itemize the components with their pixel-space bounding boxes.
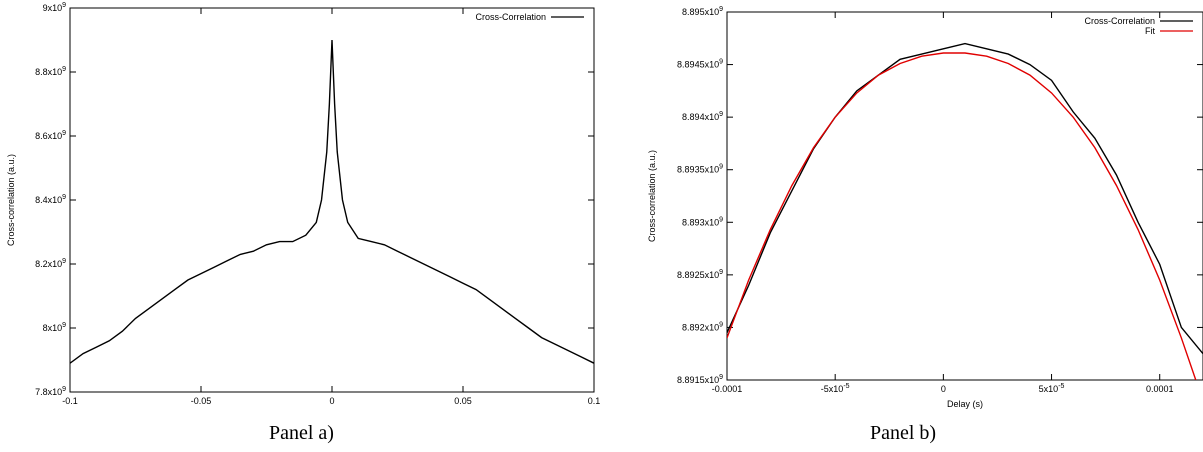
y-tick-label: 9x109 xyxy=(43,2,67,13)
plot-frame xyxy=(726,11,1203,381)
chart-a-svg: 7.8x109 8x109 8.2x109 8.4x109 8.6x109 8.8x109… xyxy=(6,2,601,406)
x-tick-label: 5x10-5 xyxy=(1039,383,1065,394)
x-tick-label: -0.1 xyxy=(62,396,78,406)
chart-panel-a: 7.8x109 8x109 8.2x109 8.4x109 8.6x109 8.8x109… xyxy=(6,2,601,406)
y-tick-label: 8x109 xyxy=(43,322,67,333)
series-line-fit xyxy=(727,52,1197,380)
y-tick-label: 8.6x109 xyxy=(35,130,66,141)
y-tick-label: 8.8915x109 xyxy=(677,374,723,385)
legend-label: Cross-Correlation xyxy=(475,12,546,22)
y-tick-label: 8.2x109 xyxy=(35,258,66,269)
caption-panel-b: Panel b) xyxy=(869,422,937,444)
legend-label: Cross-Correlation xyxy=(1084,16,1155,26)
y-tick-label: 8.8945x109 xyxy=(677,59,723,70)
y-tick-label: 8.8935x109 xyxy=(677,164,723,175)
chart-b-svg: 8.8915x109 8.892x109 8.8925x109 8.893x109 8.… xyxy=(647,6,1203,409)
series-line-cross-correlation xyxy=(727,42,1203,355)
x-tick-label: -5x10-5 xyxy=(821,383,850,394)
plot-frame xyxy=(69,7,595,393)
y-tick-label: 8.4x109 xyxy=(35,194,66,205)
y-tick-label: 8.8925x109 xyxy=(677,269,723,280)
y-tick-label: 8.8x109 xyxy=(35,66,66,77)
series-line-cross-correlation xyxy=(70,39,594,364)
y-tick-label: 8.895x109 xyxy=(682,6,723,17)
x-tick-label: -0.0001 xyxy=(712,384,743,394)
y-tick-label: 8.893x109 xyxy=(682,216,723,227)
x-tick-label: 0.1 xyxy=(588,396,601,406)
x-tick-label: 0 xyxy=(941,384,946,394)
x-tick-label: 0 xyxy=(329,396,334,406)
x-tick-label: -0.05 xyxy=(191,396,212,406)
caption-panel-a: Panel a) xyxy=(269,422,334,444)
x-tick-label: 0.0001 xyxy=(1146,384,1174,394)
y-tick-label: 8.892x109 xyxy=(682,321,723,332)
x-axis-label: Delay (s) xyxy=(947,399,983,409)
chart-panel-b: 8.8915x109 8.892x109 8.8925x109 8.893x109 8.… xyxy=(603,0,1203,452)
y-axis-label: Cross-correlation (a.u.) xyxy=(647,150,657,242)
legend-label: Fit xyxy=(1145,26,1155,36)
y-tick-label: 7.8x109 xyxy=(35,386,66,397)
x-tick-label: 0.05 xyxy=(454,396,472,406)
y-axis-label: Cross-correlation (a.u.) xyxy=(6,154,16,246)
y-tick-label: 8.894x109 xyxy=(682,111,723,122)
